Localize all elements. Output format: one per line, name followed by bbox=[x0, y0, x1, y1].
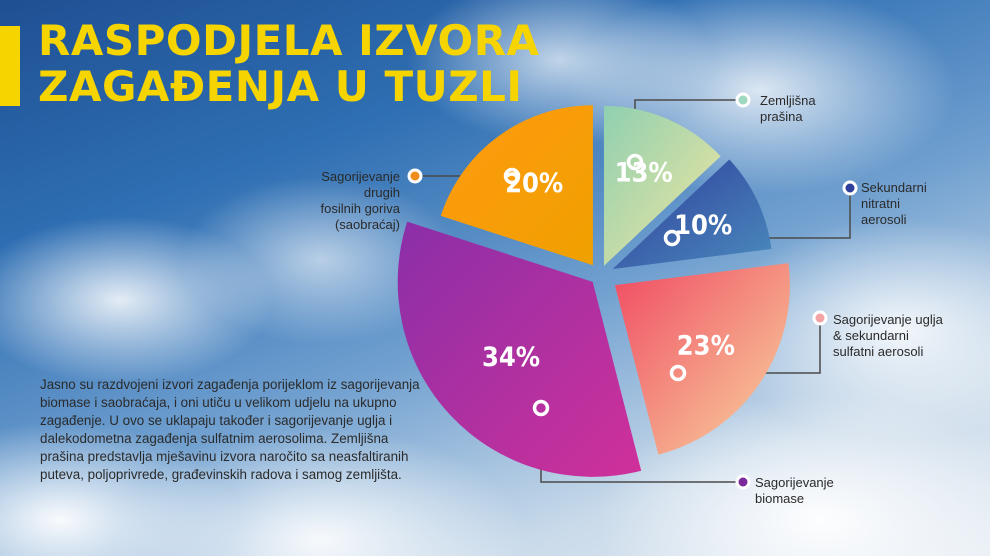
label-sagorijevanje-uglja: Sagorijevanje uglja & sekundarni sulfatn… bbox=[833, 312, 943, 360]
label-ugalj-line-2: & sekundarni bbox=[833, 328, 909, 343]
slice-marker bbox=[669, 364, 687, 382]
title-line-2: ZAGAĐENJA U TUZLI bbox=[38, 62, 523, 111]
pie-slice bbox=[603, 105, 721, 266]
description-text: Jasno su razdvojeni izvori zagađenja por… bbox=[40, 377, 420, 482]
slice-marker bbox=[503, 167, 521, 185]
slice-value-label: 10% bbox=[674, 210, 732, 241]
slice-markers bbox=[503, 153, 687, 417]
slice-value-label: 23% bbox=[677, 330, 735, 361]
slice-marker bbox=[626, 153, 644, 171]
label-zemljisna-prasina: Zemljišna prašina bbox=[760, 93, 816, 125]
label-fosilna-line-1: Sagorijevanje bbox=[321, 169, 400, 184]
pie-slice bbox=[397, 221, 642, 477]
label-zemljisna-line-1: Zemljišna bbox=[760, 93, 816, 108]
legend-dot bbox=[845, 183, 855, 193]
label-sekundarni-line-2: nitratni bbox=[861, 196, 901, 211]
pie-slices bbox=[397, 105, 790, 477]
legend-dot bbox=[738, 95, 748, 105]
label-fosilna-line-3: fosilnih goriva bbox=[320, 201, 401, 216]
slice-marker bbox=[532, 399, 550, 417]
pie-slice bbox=[612, 159, 772, 270]
label-fosilna-line-4: (saobraćaj) bbox=[334, 217, 400, 232]
title-accent-bar bbox=[0, 26, 20, 106]
label-fosilna-line-2: drugih bbox=[363, 185, 400, 200]
legend-dot bbox=[738, 477, 748, 487]
label-ugalj-line-3: sulfatni aerosoli bbox=[833, 344, 924, 359]
legend-dot bbox=[410, 171, 420, 181]
label-fosilna-goriva: Sagorijevanje drugih fosilnih goriva (sa… bbox=[270, 169, 401, 233]
slice-value-label: 13% bbox=[615, 158, 673, 189]
title-line-1: RASPODJELA IZVORA bbox=[38, 16, 540, 65]
page-title: RASPODJELA IZVORA ZAGAĐENJA U TUZLI bbox=[38, 18, 540, 110]
slice-value-label: 34% bbox=[482, 342, 540, 373]
label-biomasa-line-2: biomase bbox=[755, 491, 805, 506]
slice-value-labels: 13%10%23%34%20% bbox=[482, 158, 735, 373]
label-sagorijevanje-biomase: Sagorijevanje biomase bbox=[755, 475, 834, 507]
pie-slice bbox=[440, 105, 593, 266]
pie-slice bbox=[614, 263, 790, 455]
label-sekundarni-nitratni: Sekundarni nitratni aerosoli bbox=[861, 180, 927, 228]
slice-marker bbox=[663, 229, 681, 247]
label-zemljisna-line-2: prašina bbox=[760, 109, 803, 124]
legend-dots bbox=[407, 92, 858, 490]
legend-dot bbox=[815, 313, 825, 323]
label-biomasa-line-1: Sagorijevanje bbox=[755, 475, 834, 490]
label-sekundarni-line-1: Sekundarni bbox=[861, 180, 927, 195]
label-sekundarni-line-3: aerosoli bbox=[861, 212, 907, 227]
label-ugalj-line-1: Sagorijevanje uglja bbox=[833, 312, 943, 327]
